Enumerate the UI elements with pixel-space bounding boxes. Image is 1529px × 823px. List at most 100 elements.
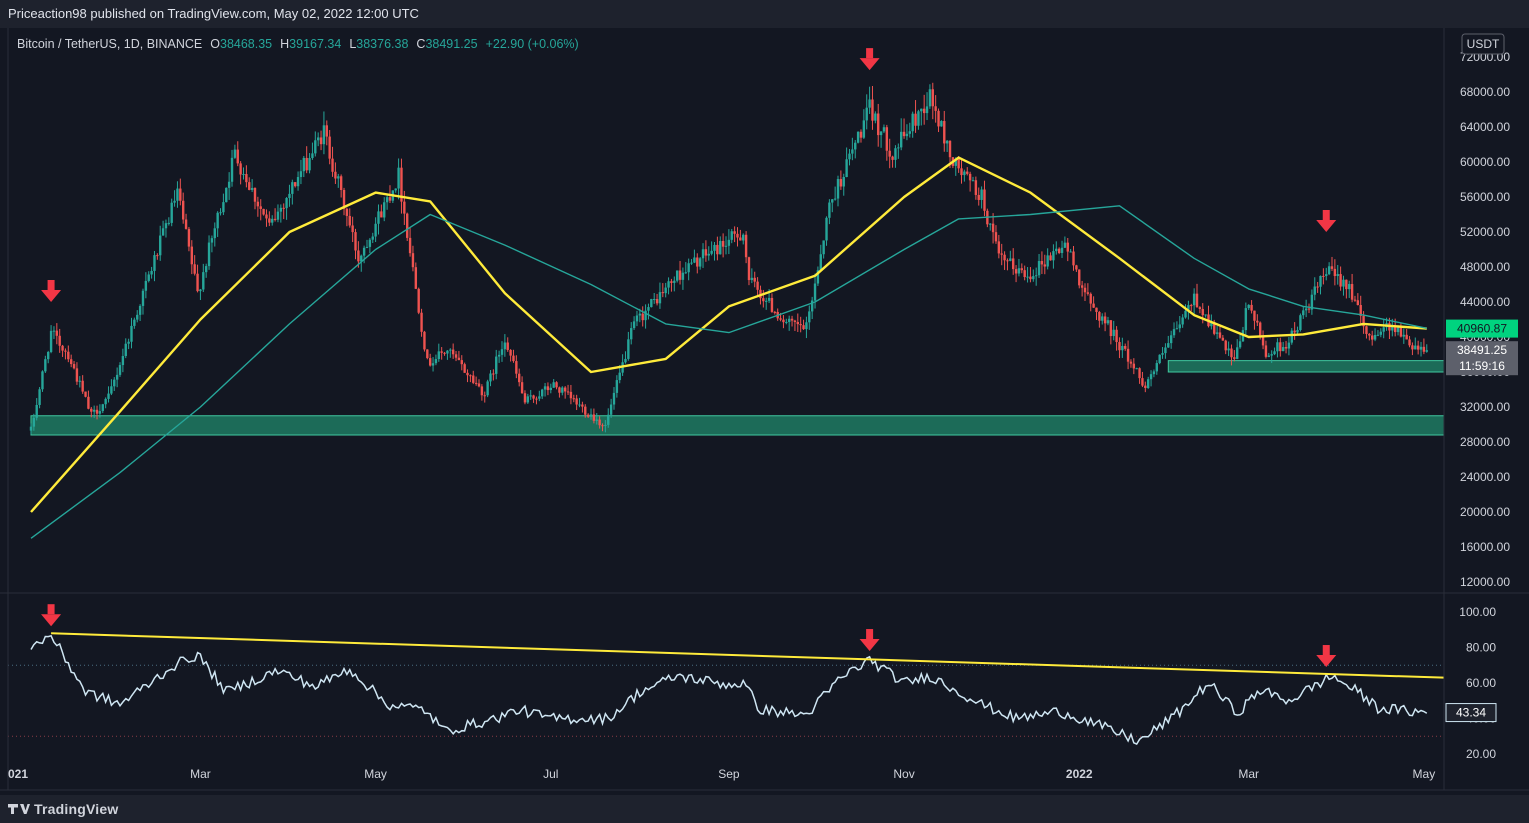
candle	[406, 212, 409, 241]
candle	[1103, 312, 1107, 332]
candle-body	[813, 283, 817, 301]
candle-body	[216, 212, 219, 229]
candle	[871, 85, 874, 130]
candle	[1069, 248, 1072, 253]
candle-body	[58, 335, 61, 346]
low-label: L	[349, 37, 357, 51]
candle-body	[181, 200, 185, 220]
candle-body	[104, 398, 107, 405]
candle-body	[810, 300, 814, 312]
candle	[1141, 371, 1144, 388]
candle	[1350, 273, 1354, 303]
oscillator-trendline[interactable]	[51, 632, 1445, 679]
candle	[299, 159, 303, 185]
candle-body	[1279, 342, 1282, 352]
candle-body	[417, 288, 420, 313]
candle-body	[368, 239, 372, 247]
candle-body	[233, 149, 237, 158]
candle	[667, 277, 670, 295]
candle-body	[273, 218, 277, 220]
candle	[127, 338, 130, 350]
candle-body	[540, 389, 544, 397]
oscillator-value-label: 43.34	[1456, 706, 1486, 720]
candle-body	[727, 239, 731, 246]
candle-body	[1075, 265, 1078, 270]
candle-body	[52, 330, 56, 332]
candle-body	[856, 131, 860, 143]
time-tick-label: Sep	[718, 767, 740, 781]
candle	[687, 258, 690, 281]
support-zone-2[interactable]	[1167, 360, 1445, 373]
candle	[925, 92, 929, 121]
support-zone-1[interactable]	[30, 415, 1445, 436]
candle-body	[1040, 261, 1044, 265]
moving-average-green[interactable]	[30, 205, 1427, 539]
candle-body	[678, 270, 682, 280]
candle-body	[1190, 305, 1193, 307]
candle-body	[911, 113, 914, 132]
candle-body	[1365, 326, 1368, 334]
candle	[1302, 305, 1305, 319]
candle-body	[305, 157, 308, 171]
candle	[380, 204, 383, 218]
candle	[716, 236, 719, 261]
candle-body	[497, 354, 501, 357]
candle-body	[1425, 350, 1428, 352]
candle-body	[1416, 345, 1420, 350]
candle	[236, 141, 239, 167]
candle	[130, 317, 133, 349]
candle	[1063, 236, 1067, 249]
candle	[810, 296, 814, 320]
candle-body	[1411, 345, 1414, 350]
candle-body	[675, 270, 679, 281]
candle	[227, 172, 231, 200]
candle	[262, 208, 265, 216]
candle	[1017, 258, 1021, 277]
candle-body	[822, 240, 825, 255]
candle	[1281, 341, 1285, 352]
candle-body	[724, 245, 728, 247]
candle	[78, 376, 81, 388]
candle-body	[141, 290, 145, 306]
candle	[558, 386, 561, 398]
candle-body	[515, 361, 518, 374]
candle-body	[67, 351, 70, 360]
oscillator-pane[interactable]	[0, 594, 1529, 790]
close-value: 38491.25	[425, 37, 478, 51]
oscillator-tick-label: 100.00	[1459, 605, 1496, 619]
candle-body	[55, 330, 59, 336]
price-pane[interactable]	[0, 28, 1529, 592]
candle-body	[762, 298, 765, 302]
candle	[1000, 243, 1003, 266]
candle-body	[262, 208, 265, 215]
candle	[842, 173, 845, 196]
candle	[67, 345, 70, 363]
candle-body	[905, 133, 909, 137]
candle	[1279, 337, 1282, 357]
candle	[911, 111, 914, 138]
candle	[1046, 248, 1049, 270]
arrow-shaft	[866, 629, 874, 640]
candle-body	[598, 419, 601, 426]
candle	[144, 272, 148, 299]
candle-body	[449, 349, 452, 351]
candle-body	[179, 188, 182, 201]
candle	[563, 386, 567, 399]
candle	[219, 208, 222, 216]
candle	[495, 349, 498, 380]
candle	[1161, 347, 1164, 359]
oscillator-line[interactable]	[30, 634, 1428, 746]
candle-body	[75, 368, 79, 382]
candle-body	[879, 131, 883, 136]
candle-body	[1017, 268, 1021, 274]
moving-average-yellow[interactable]	[30, 156, 1427, 513]
candle	[854, 140, 857, 159]
candlestick-series[interactable]	[29, 82, 1428, 435]
candle	[1020, 263, 1024, 274]
candle-body	[874, 113, 877, 121]
candle-body	[377, 211, 380, 224]
candle	[793, 319, 797, 332]
candle	[653, 293, 656, 304]
candle	[1043, 254, 1046, 275]
